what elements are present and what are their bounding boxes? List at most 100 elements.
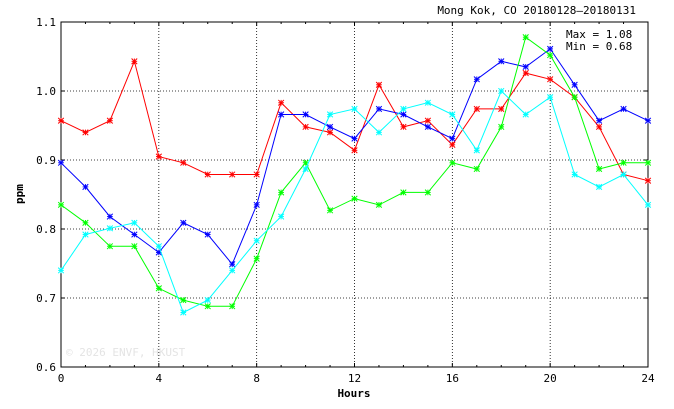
data-point	[155, 285, 162, 292]
data-point	[106, 225, 114, 232]
data-point	[473, 147, 480, 154]
data-point	[155, 243, 162, 250]
data-point	[204, 231, 211, 238]
data-point	[253, 255, 260, 262]
data-point	[473, 76, 480, 83]
data-point	[571, 81, 578, 88]
x-tick-label: 24	[641, 372, 655, 385]
x-tick-label: 20	[544, 372, 557, 385]
data-point	[180, 159, 187, 166]
data-point	[351, 135, 358, 142]
data-point	[82, 183, 89, 191]
data-point	[57, 159, 65, 166]
y-tick-label: 0.7	[36, 292, 56, 305]
watermark: © 2026 ENVF, HKUST	[66, 346, 186, 359]
data-point	[57, 267, 65, 274]
data-point	[180, 219, 187, 226]
data-point	[204, 171, 211, 178]
series-2	[57, 45, 652, 268]
data-point	[277, 189, 285, 196]
data-point	[82, 129, 89, 136]
axis-ticks: 0 4 8 12 16 20 24 0.6 0.7 0.8 0.9 1.0 1.1	[36, 16, 655, 385]
y-tick-label: 0.8	[36, 223, 56, 236]
data-point	[302, 159, 309, 166]
data-point	[302, 111, 309, 118]
data-point	[277, 99, 285, 106]
max-label: Max = 1.08	[566, 28, 632, 41]
data-point	[57, 117, 65, 124]
series-group	[57, 34, 652, 316]
data-point	[595, 183, 603, 191]
data-point	[522, 69, 529, 77]
grid-lines	[61, 22, 648, 367]
data-point	[400, 105, 407, 113]
data-point	[326, 123, 334, 131]
data-point	[644, 159, 652, 166]
data-point	[400, 189, 407, 196]
data-point	[571, 171, 578, 178]
data-point	[375, 201, 383, 209]
data-point	[229, 171, 236, 178]
data-point	[547, 45, 554, 53]
y-tick-label: 1.0	[36, 85, 56, 98]
data-point	[229, 261, 236, 268]
data-point	[302, 165, 309, 173]
data-point	[424, 123, 432, 131]
data-point	[449, 135, 456, 142]
data-point	[106, 243, 114, 250]
data-point	[522, 111, 529, 118]
data-point	[57, 201, 65, 209]
series-4	[57, 87, 652, 316]
data-point	[375, 81, 383, 88]
data-point	[131, 58, 138, 65]
chart-title: Mong Kok, CO 20180128–20180131	[437, 4, 636, 17]
data-point	[498, 105, 505, 113]
data-point	[547, 94, 554, 101]
series-line	[60, 48, 649, 266]
data-point	[106, 117, 114, 124]
x-tick-label: 8	[253, 372, 260, 385]
data-point	[253, 171, 260, 178]
data-point	[180, 309, 187, 316]
x-tick-label: 16	[446, 372, 459, 385]
data-point	[375, 129, 383, 136]
data-point	[571, 94, 578, 101]
data-point	[277, 213, 285, 220]
data-point	[449, 111, 456, 118]
data-point	[351, 147, 358, 154]
x-axis-title: Hours	[337, 387, 370, 400]
data-point	[82, 219, 89, 226]
x-tick-label: 4	[156, 372, 163, 385]
data-point	[277, 111, 285, 118]
data-point	[449, 159, 456, 166]
series-1	[57, 58, 652, 184]
data-point	[229, 303, 236, 310]
data-point	[351, 195, 358, 202]
data-point	[131, 231, 138, 238]
data-point	[498, 58, 505, 65]
data-point	[644, 117, 652, 124]
min-label: Min = 0.68	[566, 40, 632, 53]
data-point	[253, 237, 260, 244]
data-point	[620, 171, 627, 178]
x-tick-label: 12	[348, 372, 361, 385]
data-point	[326, 207, 334, 214]
data-point	[498, 123, 505, 131]
data-point	[620, 105, 627, 113]
data-point	[644, 201, 652, 209]
y-tick-label: 0.9	[36, 154, 56, 167]
data-point	[106, 213, 114, 220]
data-point	[424, 99, 432, 106]
data-point	[204, 296, 211, 304]
series-3	[57, 34, 652, 310]
x-tick-label: 0	[58, 372, 65, 385]
y-tick-label: 0.6	[36, 361, 56, 374]
data-point	[522, 34, 529, 41]
data-point	[522, 63, 529, 71]
data-point	[351, 105, 358, 113]
data-point	[473, 165, 480, 173]
data-point	[326, 111, 334, 118]
data-point	[473, 105, 480, 113]
y-axis-title: ppm	[13, 184, 26, 204]
